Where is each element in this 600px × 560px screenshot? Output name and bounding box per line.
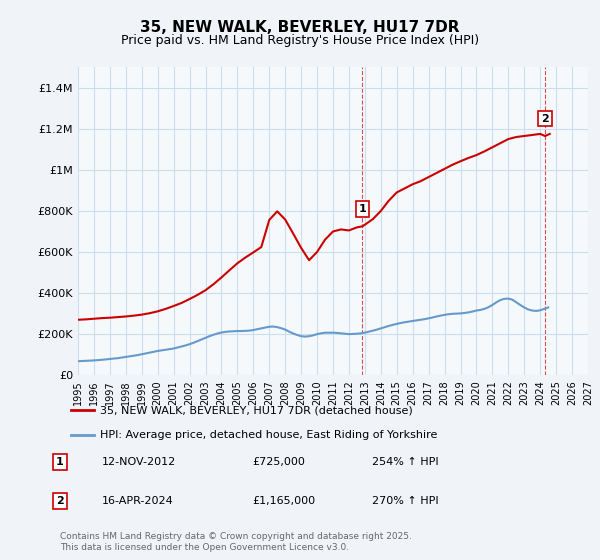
- Text: £1,165,000: £1,165,000: [252, 496, 315, 506]
- Text: 35, NEW WALK, BEVERLEY, HU17 7DR: 35, NEW WALK, BEVERLEY, HU17 7DR: [140, 20, 460, 35]
- Text: 270% ↑ HPI: 270% ↑ HPI: [372, 496, 439, 506]
- Text: 1: 1: [56, 457, 64, 467]
- Text: Contains HM Land Registry data © Crown copyright and database right 2025.
This d: Contains HM Land Registry data © Crown c…: [60, 532, 412, 552]
- Text: HPI: Average price, detached house, East Riding of Yorkshire: HPI: Average price, detached house, East…: [100, 430, 437, 440]
- Text: 254% ↑ HPI: 254% ↑ HPI: [372, 457, 439, 467]
- Text: 1: 1: [359, 204, 367, 214]
- Text: Price paid vs. HM Land Registry's House Price Index (HPI): Price paid vs. HM Land Registry's House …: [121, 34, 479, 46]
- Text: 12-NOV-2012: 12-NOV-2012: [102, 457, 176, 467]
- Text: 35, NEW WALK, BEVERLEY, HU17 7DR (detached house): 35, NEW WALK, BEVERLEY, HU17 7DR (detach…: [100, 405, 412, 416]
- Text: 2: 2: [541, 114, 549, 124]
- Text: 2: 2: [56, 496, 64, 506]
- Text: £725,000: £725,000: [252, 457, 305, 467]
- Text: 16-APR-2024: 16-APR-2024: [102, 496, 174, 506]
